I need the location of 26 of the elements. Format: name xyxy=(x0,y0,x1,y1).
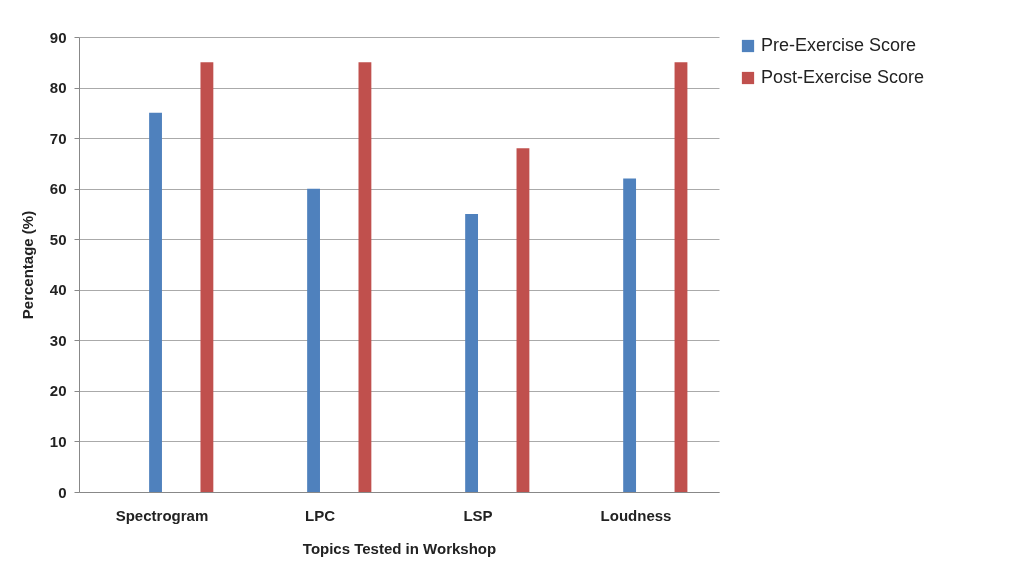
y-axis-title: Percentage (%) xyxy=(18,210,36,320)
y-tick-label: 50 xyxy=(49,230,67,248)
y-tick-label: 30 xyxy=(49,331,67,349)
y-tick-label: 70 xyxy=(49,129,67,147)
y-tick-label: 90 xyxy=(49,28,67,46)
bar xyxy=(674,62,688,492)
y-tick-label: 40 xyxy=(49,281,67,299)
bar xyxy=(200,62,214,492)
bar xyxy=(516,148,530,492)
y-tick-label: 10 xyxy=(49,432,67,450)
y-tick-label: 80 xyxy=(49,79,67,97)
x-tick-label: LSP xyxy=(463,506,493,524)
legend-label: Post-Exercise Score xyxy=(761,67,925,87)
bar xyxy=(307,188,320,492)
bar xyxy=(623,178,637,492)
x-tick-label: Loudness xyxy=(600,506,672,524)
y-tick-label: 0 xyxy=(58,483,67,501)
x-axis-title: Topics Tested in Workshop xyxy=(302,539,497,557)
y-tick-label: 60 xyxy=(49,180,67,198)
bar xyxy=(465,213,479,492)
bar xyxy=(358,62,372,492)
bar xyxy=(149,112,162,492)
x-tick-label: LPC xyxy=(304,506,336,524)
y-tick-label: 20 xyxy=(49,382,67,400)
legend-label: Pre-Exercise Score xyxy=(761,35,917,55)
x-tick-label: Spectrogram xyxy=(115,506,209,524)
